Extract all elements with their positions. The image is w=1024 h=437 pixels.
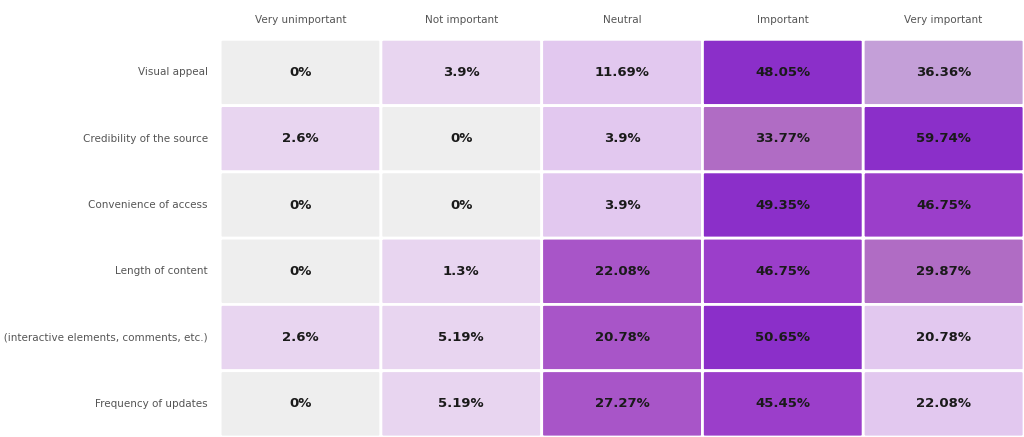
FancyBboxPatch shape: [381, 238, 542, 305]
Text: 3.9%: 3.9%: [443, 66, 479, 79]
Text: Credibility of the source: Credibility of the source: [83, 134, 208, 144]
Text: 59.74%: 59.74%: [916, 132, 971, 145]
Text: 46.75%: 46.75%: [756, 265, 810, 278]
FancyBboxPatch shape: [220, 39, 381, 106]
Text: Engagement level (interactive elements, comments, etc.): Engagement level (interactive elements, …: [0, 333, 208, 343]
Text: 0%: 0%: [451, 132, 472, 145]
FancyBboxPatch shape: [863, 39, 1024, 106]
Text: Very important: Very important: [904, 15, 983, 24]
Text: 3.9%: 3.9%: [604, 132, 640, 145]
Text: 45.45%: 45.45%: [756, 397, 810, 410]
Text: 2.6%: 2.6%: [283, 132, 318, 145]
FancyBboxPatch shape: [542, 238, 702, 305]
Text: 20.78%: 20.78%: [595, 331, 649, 344]
Text: 5.19%: 5.19%: [438, 397, 484, 410]
Text: Neutral: Neutral: [603, 15, 641, 24]
FancyBboxPatch shape: [220, 106, 381, 172]
FancyBboxPatch shape: [381, 371, 542, 437]
Text: 1.3%: 1.3%: [443, 265, 479, 278]
FancyBboxPatch shape: [381, 305, 542, 371]
FancyBboxPatch shape: [542, 39, 702, 106]
Text: 29.87%: 29.87%: [916, 265, 971, 278]
FancyBboxPatch shape: [863, 106, 1024, 172]
FancyBboxPatch shape: [381, 172, 542, 238]
Text: 50.65%: 50.65%: [756, 331, 810, 344]
FancyBboxPatch shape: [542, 371, 702, 437]
Text: Not important: Not important: [425, 15, 498, 24]
FancyBboxPatch shape: [542, 305, 702, 371]
Text: 36.36%: 36.36%: [916, 66, 971, 79]
Text: 22.08%: 22.08%: [916, 397, 971, 410]
Text: Visual appeal: Visual appeal: [138, 67, 208, 77]
FancyBboxPatch shape: [702, 172, 863, 238]
Text: 5.19%: 5.19%: [438, 331, 484, 344]
Text: 2.6%: 2.6%: [283, 331, 318, 344]
FancyBboxPatch shape: [220, 172, 381, 238]
Text: 20.78%: 20.78%: [916, 331, 971, 344]
Text: 0%: 0%: [451, 198, 472, 212]
FancyBboxPatch shape: [702, 305, 863, 371]
FancyBboxPatch shape: [863, 238, 1024, 305]
FancyBboxPatch shape: [863, 172, 1024, 238]
FancyBboxPatch shape: [702, 371, 863, 437]
FancyBboxPatch shape: [220, 371, 381, 437]
Text: 48.05%: 48.05%: [756, 66, 810, 79]
Text: 22.08%: 22.08%: [595, 265, 649, 278]
Text: 3.9%: 3.9%: [604, 198, 640, 212]
Text: 0%: 0%: [290, 198, 311, 212]
Text: Frequency of updates: Frequency of updates: [95, 399, 208, 409]
FancyBboxPatch shape: [220, 238, 381, 305]
Text: 11.69%: 11.69%: [595, 66, 649, 79]
Text: 49.35%: 49.35%: [756, 198, 810, 212]
Text: 0%: 0%: [290, 66, 311, 79]
FancyBboxPatch shape: [702, 39, 863, 106]
Text: Important: Important: [757, 15, 809, 24]
FancyBboxPatch shape: [220, 305, 381, 371]
Text: 33.77%: 33.77%: [756, 132, 810, 145]
FancyBboxPatch shape: [702, 106, 863, 172]
Text: Convenience of access: Convenience of access: [88, 200, 208, 210]
Text: 0%: 0%: [290, 397, 311, 410]
FancyBboxPatch shape: [542, 172, 702, 238]
Text: Length of content: Length of content: [116, 266, 208, 276]
FancyBboxPatch shape: [381, 39, 542, 106]
FancyBboxPatch shape: [542, 106, 702, 172]
Text: 27.27%: 27.27%: [595, 397, 649, 410]
FancyBboxPatch shape: [863, 305, 1024, 371]
FancyBboxPatch shape: [702, 238, 863, 305]
Text: 0%: 0%: [290, 265, 311, 278]
Text: Very unimportant: Very unimportant: [255, 15, 346, 24]
Text: 46.75%: 46.75%: [916, 198, 971, 212]
FancyBboxPatch shape: [381, 106, 542, 172]
FancyBboxPatch shape: [863, 371, 1024, 437]
